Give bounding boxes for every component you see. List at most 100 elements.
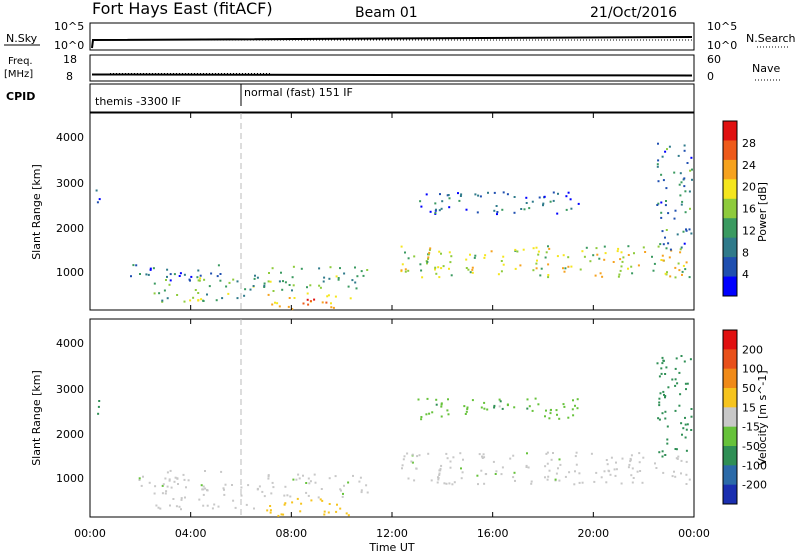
scatter-cell bbox=[339, 507, 342, 510]
freq-line bbox=[91, 73, 693, 77]
scatter-cell bbox=[691, 178, 693, 181]
scatter-cell bbox=[231, 484, 233, 486]
scatter-cell bbox=[450, 255, 453, 258]
scatter-cell bbox=[267, 477, 270, 480]
scatter-cell bbox=[690, 156, 693, 159]
scatter-cell bbox=[190, 275, 193, 278]
scatter-cell bbox=[200, 484, 203, 487]
scatter-cell bbox=[537, 403, 540, 406]
scatter-cell bbox=[326, 295, 329, 298]
scatter-cell bbox=[165, 490, 168, 493]
scatter-cell bbox=[681, 270, 684, 273]
scatter-cell bbox=[323, 510, 326, 513]
scatter-cell bbox=[616, 250, 619, 253]
scatter-cell bbox=[593, 480, 596, 483]
scatter-cell bbox=[668, 256, 671, 259]
scatter-cell bbox=[359, 476, 362, 479]
scatter-cell bbox=[684, 416, 686, 419]
scatter-cell bbox=[437, 478, 440, 481]
scatter-cell bbox=[512, 454, 515, 457]
scatter-cell bbox=[427, 256, 430, 259]
scatter-cell bbox=[657, 417, 660, 420]
scatter-cell bbox=[479, 195, 482, 198]
scatter-cell bbox=[575, 451, 578, 454]
scatter-cell bbox=[198, 498, 201, 501]
scatter-cell bbox=[421, 276, 424, 279]
scatter-cell bbox=[666, 442, 669, 445]
scatter-cell bbox=[662, 471, 665, 474]
scatter-cell bbox=[434, 202, 437, 205]
scatter-cell bbox=[567, 265, 570, 268]
scatter-cell bbox=[526, 407, 529, 410]
scatter-cell bbox=[337, 277, 340, 279]
scatter-cell bbox=[467, 268, 470, 271]
scatter-cell bbox=[360, 489, 363, 492]
scatter-cell bbox=[678, 371, 681, 374]
scatter-cell bbox=[440, 267, 443, 270]
scatter-cell bbox=[438, 472, 441, 475]
scatter-cell bbox=[627, 254, 630, 256]
scatter-cell bbox=[514, 267, 517, 270]
scatter-cell bbox=[400, 269, 403, 272]
scatter-cell bbox=[236, 297, 239, 300]
scatter-cell bbox=[153, 492, 156, 495]
scatter-cell bbox=[420, 418, 423, 421]
scatter-cell bbox=[487, 191, 489, 194]
scatter-cell bbox=[337, 278, 340, 281]
scatter-cell bbox=[465, 410, 468, 413]
scatter-cell bbox=[496, 211, 499, 213]
scatter-cell bbox=[615, 468, 618, 471]
scatter-cell bbox=[674, 378, 677, 381]
scatter-cell bbox=[284, 485, 287, 488]
scatter-cell bbox=[667, 242, 670, 245]
scatter-cell bbox=[200, 298, 203, 301]
scatter-cell bbox=[232, 499, 235, 502]
scatter-cell bbox=[465, 208, 468, 211]
scatter-cell bbox=[656, 165, 659, 168]
colorbar-tick-label: -15 bbox=[742, 421, 760, 434]
scatter-cell bbox=[428, 251, 431, 254]
scatter-cell bbox=[493, 406, 496, 409]
scatter-cell bbox=[666, 148, 668, 151]
scatter-cell bbox=[204, 487, 207, 490]
scatter-cell bbox=[595, 471, 598, 474]
scatter-cell bbox=[662, 359, 665, 362]
scatter-cell bbox=[683, 360, 686, 363]
power-panel bbox=[89, 112, 695, 311]
scatter-cell bbox=[576, 407, 579, 410]
scatter-cell bbox=[327, 294, 330, 297]
freq-tick-top: 18 bbox=[63, 53, 77, 66]
scatter-cell bbox=[328, 503, 331, 505]
scatter-cell bbox=[545, 251, 548, 254]
scatter-cell bbox=[637, 264, 640, 267]
scatter-cell bbox=[244, 288, 247, 291]
scatter-cell bbox=[166, 485, 169, 488]
scatter-cell bbox=[603, 258, 606, 261]
scatter-cell bbox=[565, 208, 568, 211]
scatter-cell bbox=[668, 145, 671, 148]
scatter-cell bbox=[543, 195, 546, 198]
scatter-cell bbox=[180, 498, 183, 501]
scatter-cell bbox=[325, 301, 328, 304]
scatter-cell bbox=[682, 427, 685, 430]
scatter-cell bbox=[460, 193, 463, 196]
scatter-cell bbox=[302, 302, 305, 305]
scatter-cell bbox=[658, 397, 661, 400]
scatter-cell bbox=[677, 154, 680, 157]
scatter-cell bbox=[206, 489, 208, 492]
scatter-cell bbox=[661, 412, 664, 415]
scatter-cell bbox=[661, 155, 664, 158]
scatter-cell bbox=[297, 473, 300, 476]
scatter-cell bbox=[663, 393, 665, 396]
scatter-cell bbox=[457, 192, 459, 195]
scatter-cell bbox=[286, 494, 289, 497]
scatter-cell bbox=[685, 428, 688, 431]
scatter-cell bbox=[276, 302, 279, 305]
scatter-cell bbox=[471, 268, 474, 271]
scatter-cell bbox=[564, 267, 567, 270]
scatter-cell bbox=[535, 267, 538, 270]
scatter-cell bbox=[178, 505, 181, 508]
scatter-cell bbox=[669, 248, 672, 251]
scatter-cell bbox=[570, 265, 573, 268]
